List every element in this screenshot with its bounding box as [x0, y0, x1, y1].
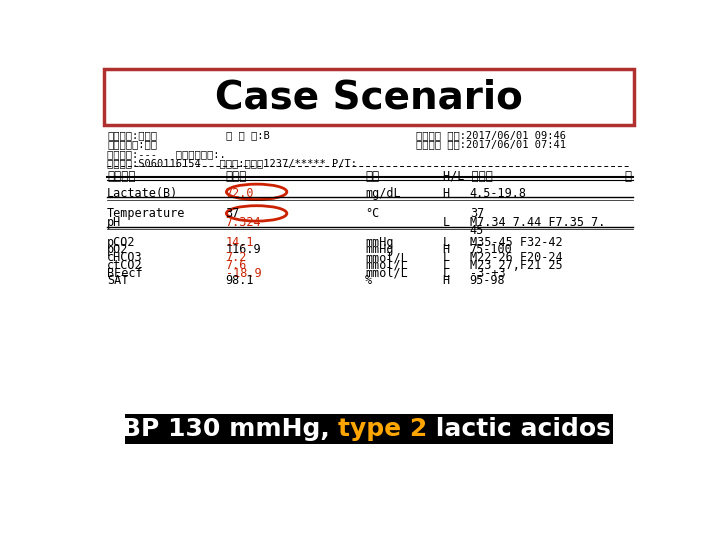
Text: Case Scenario: Case Scenario: [215, 78, 523, 116]
Text: mmol/L: mmol/L: [365, 251, 408, 264]
Text: M22-26 F20-24: M22-26 F20-24: [469, 251, 562, 264]
Text: lactic acidosis: lactic acidosis: [427, 417, 634, 441]
Text: L: L: [443, 251, 450, 264]
Text: 37: 37: [225, 207, 240, 220]
Text: 檢 體 別:B: 檢 體 別:B: [225, 130, 269, 140]
Text: SBP 130 mmHg,: SBP 130 mmHg,: [104, 417, 338, 441]
Text: 一日尿量:---   檢驗結果說明:.: 一日尿量:--- 檢驗結果說明:.: [107, 148, 226, 159]
Text: M7.34 7.44 F7.35 7.: M7.34 7.44 F7.35 7.: [469, 217, 605, 230]
Text: pO2: pO2: [107, 244, 128, 256]
Text: 45: 45: [469, 224, 484, 237]
Text: 37: 37: [469, 207, 484, 220]
Text: pCO2: pCO2: [107, 236, 135, 249]
Text: M35-45 F32-42: M35-45 F32-42: [469, 236, 562, 249]
Text: 98.1: 98.1: [225, 274, 254, 287]
Text: 7.6: 7.6: [225, 259, 247, 272]
Bar: [104, 70, 634, 125]
Text: pH: pH: [107, 217, 121, 230]
Text: 116.9: 116.9: [225, 244, 261, 256]
Text: %: %: [365, 274, 372, 287]
Text: cHCO3: cHCO3: [107, 251, 143, 264]
Text: 收件編號:S060116154   登檢師:盛或霾1237/***** P/T:: 收件編號:S060116154 登檢師:盛或霾1237/***** P/T:: [107, 158, 357, 168]
Text: 檢驗値: 檢驗値: [225, 170, 247, 183]
Text: mmHg: mmHg: [365, 236, 394, 249]
Text: 72.0: 72.0: [225, 187, 254, 200]
Text: SAT: SAT: [107, 274, 128, 287]
Text: 改: 改: [625, 170, 632, 183]
Text: L: L: [443, 259, 450, 272]
Bar: [125, 414, 613, 444]
Text: H: H: [443, 274, 450, 287]
Text: 醫固日期 時間:2017/06/01 07:41: 醫固日期 時間:2017/06/01 07:41: [415, 139, 565, 150]
Text: L: L: [443, 267, 450, 280]
Text: 檢驗項目: 檢驗項目: [107, 170, 135, 183]
Text: L: L: [443, 236, 450, 249]
Text: L: L: [443, 217, 450, 230]
Text: Temperature: Temperature: [107, 207, 186, 220]
Text: °C: °C: [365, 207, 379, 220]
Text: BEecf: BEecf: [107, 267, 143, 280]
Text: mmol/L: mmol/L: [365, 267, 408, 280]
Text: -3-+3: -3-+3: [469, 267, 505, 280]
Text: H: H: [443, 244, 450, 256]
Text: mmol/L: mmol/L: [365, 259, 408, 272]
Text: 95-98: 95-98: [469, 274, 505, 287]
Text: mg/dL: mg/dL: [365, 187, 401, 200]
Text: 報告日期 時間:2017/06/01 09:46: 報告日期 時間:2017/06/01 09:46: [415, 130, 565, 140]
Text: 7.324: 7.324: [225, 217, 261, 230]
Text: -18.9: -18.9: [225, 267, 261, 280]
Text: 7.2: 7.2: [225, 251, 247, 264]
Text: 檢驗組別:生化組: 檢驗組別:生化組: [107, 130, 157, 140]
Text: 檢驗別說明:血液: 檢驗別說明:血液: [107, 139, 157, 150]
Text: 單位: 單位: [365, 170, 379, 183]
Text: mmHg: mmHg: [365, 244, 394, 256]
Text: 4.5-19.8: 4.5-19.8: [469, 187, 527, 200]
Text: 75-100: 75-100: [469, 244, 513, 256]
Text: M23 27,F21 25: M23 27,F21 25: [469, 259, 562, 272]
Text: type 2: type 2: [338, 417, 427, 441]
Text: Lactate(B): Lactate(B): [107, 187, 179, 200]
Text: ctCO2: ctCO2: [107, 259, 143, 272]
Text: 14.1: 14.1: [225, 236, 254, 249]
Text: H/L 參考値: H/L 參考値: [443, 170, 492, 183]
Text: H: H: [443, 187, 450, 200]
